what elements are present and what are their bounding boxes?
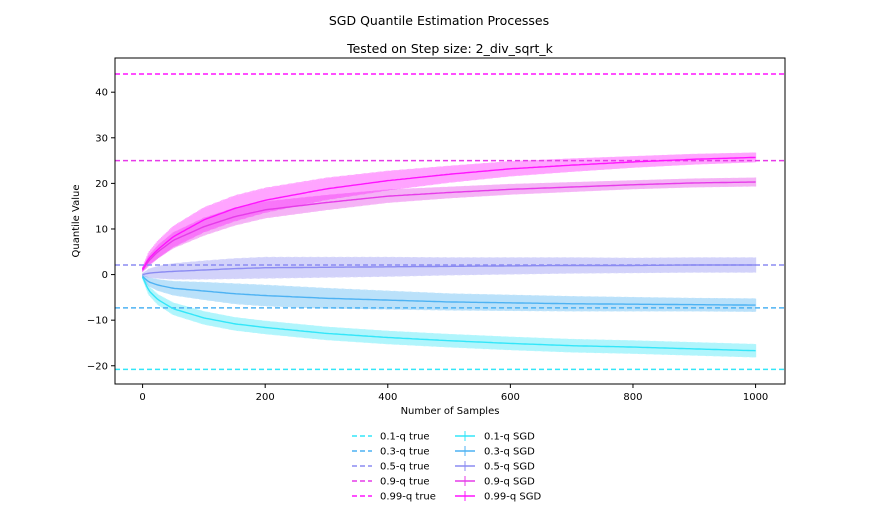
- y-axis-label: Quantile Value: [71, 185, 82, 258]
- chart-title: Tested on Step size: 2_div_sqrt_k: [346, 41, 554, 56]
- figure-suptitle: SGD Quantile Estimation Processes: [329, 13, 549, 28]
- error-band-0-99-q-sgd: [143, 152, 756, 271]
- x-axis-label: Number of Samples: [401, 406, 500, 417]
